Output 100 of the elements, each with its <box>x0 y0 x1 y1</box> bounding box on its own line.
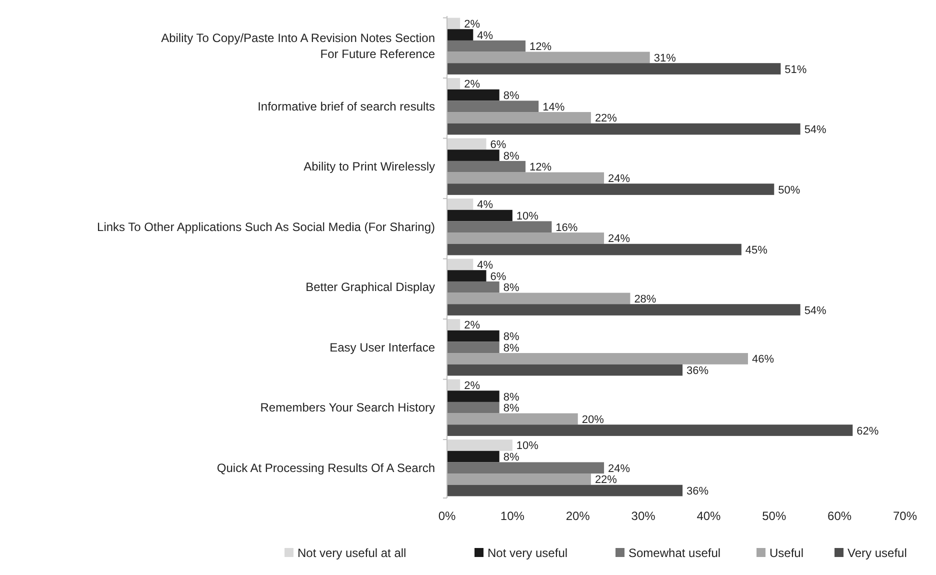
data-label: 12% <box>530 41 552 54</box>
data-label: 12% <box>530 162 552 174</box>
data-label: 4% <box>477 199 494 212</box>
bar <box>447 160 526 172</box>
bar <box>447 244 742 256</box>
data-label: 6% <box>490 138 506 151</box>
data-label: 24% <box>608 233 630 246</box>
bar <box>447 424 853 436</box>
y-tick-label: Better Graphical Display <box>306 280 435 294</box>
bar <box>447 270 486 282</box>
y-tick-label: Links To Other Applications Such As Social Media (For Sharing) <box>97 220 435 234</box>
bar <box>447 319 460 330</box>
data-label: 62% <box>856 425 879 438</box>
bar <box>447 63 781 74</box>
bar <box>447 100 539 112</box>
bar <box>447 258 474 270</box>
bar <box>447 379 460 391</box>
legend-label: Useful <box>770 546 804 560</box>
legend-label: Not very useful at all <box>298 546 406 560</box>
bar <box>447 123 800 135</box>
data-label: 4% <box>477 30 494 42</box>
bar <box>447 462 604 474</box>
data-label: 22% <box>594 474 618 486</box>
bar <box>447 78 460 90</box>
y-tick-label: Ability To Copy/Paste Into A Revision Notes Section For Future Reference <box>161 31 436 62</box>
bar <box>447 484 683 496</box>
data-label: 4% <box>477 259 494 272</box>
data-label: 46% <box>752 354 774 366</box>
data-label: 8% <box>503 452 520 464</box>
x-tick-label: 20% <box>566 509 590 523</box>
y-tick-label: Quick At Processing Results Of A Search <box>216 460 435 475</box>
bar <box>447 18 460 30</box>
legend-label: Not very useful <box>488 546 568 560</box>
bar <box>447 40 526 52</box>
data-label: 2% <box>464 18 480 30</box>
data-label: 8% <box>503 282 520 294</box>
bar <box>447 210 512 222</box>
data-label: 28% <box>634 293 656 306</box>
bar <box>447 413 578 425</box>
data-label: 36% <box>686 365 709 378</box>
bar <box>447 440 512 451</box>
bar <box>447 292 630 304</box>
bar <box>447 330 500 342</box>
data-label: 36% <box>686 486 709 498</box>
bar <box>447 364 683 376</box>
data-label: 54% <box>804 124 827 136</box>
bar <box>447 304 800 316</box>
bar <box>447 221 552 233</box>
data-label: 6% <box>490 270 506 283</box>
data-label: 54% <box>804 304 827 317</box>
data-label: 14% <box>542 101 565 114</box>
x-tick-label: 50% <box>762 509 786 523</box>
data-label: 22% <box>594 112 618 125</box>
data-label: 20% <box>582 414 604 426</box>
bar <box>447 342 500 354</box>
data-label: 16% <box>556 222 578 234</box>
data-label: 2% <box>464 78 480 91</box>
data-label: 8% <box>503 342 520 354</box>
bar <box>447 198 474 210</box>
data-label: 8% <box>503 331 520 344</box>
legend-label: Very useful <box>848 546 907 560</box>
bar <box>447 89 500 101</box>
data-label: 8% <box>503 391 520 404</box>
bar <box>447 353 748 364</box>
bar <box>447 450 500 462</box>
bar <box>447 150 500 161</box>
bar <box>447 390 500 402</box>
data-label: 8% <box>503 402 520 415</box>
bar <box>447 232 604 244</box>
bar <box>447 138 486 150</box>
y-tick-label: Easy User Interface <box>330 340 436 354</box>
bar <box>447 29 474 40</box>
data-label: 8% <box>503 90 520 102</box>
data-label: 10% <box>516 440 539 452</box>
legend-label: Somewhat useful <box>628 546 721 560</box>
y-tick-label: Remembers Your Search History <box>260 400 435 415</box>
x-tick-label: 10% <box>500 509 525 523</box>
data-label: 2% <box>464 320 480 332</box>
x-tick-label: 30% <box>631 509 656 523</box>
data-label: 50% <box>778 184 800 196</box>
data-label: 24% <box>608 172 630 185</box>
data-label: 8% <box>503 150 520 162</box>
y-tick-label: Informative brief of search results <box>258 99 435 114</box>
data-label: 45% <box>745 244 768 257</box>
bar <box>447 112 591 124</box>
x-tick-label: 70% <box>892 509 918 523</box>
x-tick-label: 40% <box>696 509 722 523</box>
bar <box>447 184 774 195</box>
x-tick-label: 0% <box>438 509 456 523</box>
y-tick-label: Ability to Print Wirelessly <box>304 160 435 174</box>
data-label: 31% <box>654 52 676 64</box>
bar <box>447 52 650 64</box>
data-label: 51% <box>784 64 807 76</box>
bar <box>447 474 591 485</box>
data-label: 10% <box>516 210 539 223</box>
bar <box>447 402 500 414</box>
bar <box>447 172 604 184</box>
data-label: 24% <box>608 462 630 475</box>
bar <box>447 281 500 293</box>
x-tick-label: 60% <box>828 509 852 523</box>
